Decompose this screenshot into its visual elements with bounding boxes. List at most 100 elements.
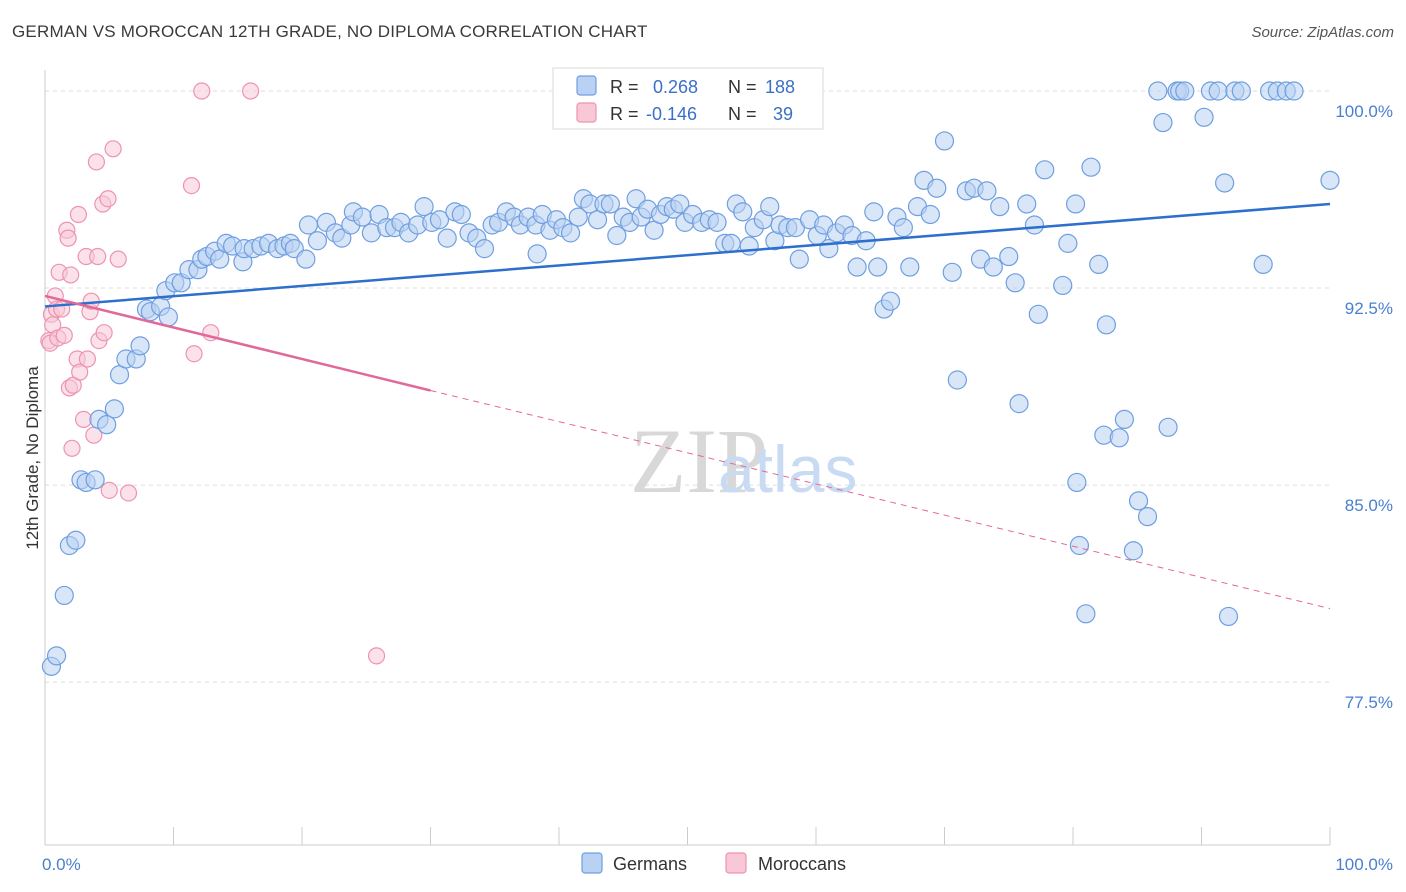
- german-point-162: [1148, 81, 1168, 101]
- tick-labels: 100.0% 92.5% 85.0% 77.5% 0.0% 100.0%: [42, 102, 1393, 874]
- german-point-4: [66, 530, 86, 550]
- german-n-label: N =: [728, 77, 757, 97]
- german-point-158: [1114, 409, 1135, 430]
- legend-germans-label: Germans: [613, 854, 687, 874]
- german-point-7: [85, 470, 105, 490]
- german-point-10: [104, 399, 124, 419]
- german-point-18: [158, 307, 178, 327]
- moroccan-points: [40, 82, 386, 665]
- moroccan-trend-extension: [430, 390, 1331, 610]
- moroccan-point-35: [182, 176, 201, 195]
- german-point-171: [1215, 173, 1235, 193]
- german-point-102: [733, 202, 753, 222]
- german-point-144: [1017, 194, 1037, 214]
- german-point-14: [130, 336, 150, 356]
- german-point-93: [670, 194, 690, 214]
- german-point-145: [1024, 215, 1045, 235]
- x-tick-label-0: 0.0%: [42, 855, 81, 874]
- german-point-98: [707, 212, 727, 232]
- stats-legend: R = 0.268 N = 188 R = -0.146 N = 39: [552, 67, 824, 130]
- german-point-47: [352, 207, 372, 227]
- german-point-163: [1153, 112, 1173, 133]
- german-point-63: [474, 239, 495, 259]
- grid-lines: [45, 90, 1330, 683]
- german-point-111: [789, 249, 809, 269]
- moroccan-r-label: R =: [610, 104, 639, 124]
- german-r-value: 0.268: [653, 77, 698, 97]
- german-point-2: [54, 585, 74, 606]
- german-point-40: [298, 215, 319, 235]
- axes: [44, 70, 1331, 846]
- german-point-9: [97, 415, 117, 435]
- german-point-82: [600, 194, 621, 214]
- german-point-121: [864, 202, 884, 222]
- german-point-55: [414, 197, 434, 217]
- german-point-141: [999, 246, 1019, 267]
- german-point-132: [934, 131, 955, 151]
- moroccan-trend-line: [44, 294, 431, 392]
- stats-legend-box: [552, 67, 824, 130]
- german-point-72: [527, 244, 547, 264]
- german-point-168: [1194, 107, 1214, 127]
- german-point-60: [451, 204, 471, 225]
- german-point-126: [893, 218, 913, 238]
- y-tick-label-0: 100.0%: [1335, 102, 1393, 121]
- watermark-atlas: atlas: [718, 432, 857, 506]
- moroccan-point-31: [100, 481, 118, 499]
- german-point-41: [307, 231, 328, 251]
- german-point-148: [1053, 275, 1073, 296]
- german-point-1: [46, 646, 67, 666]
- german-point-100: [721, 233, 741, 253]
- moroccan-point-14: [63, 439, 81, 457]
- german-point-153: [1081, 157, 1101, 177]
- german-point-181: [1320, 170, 1340, 190]
- moroccan-point-33: [109, 250, 127, 268]
- german-point-142: [1005, 273, 1025, 293]
- german-point-157: [1109, 428, 1129, 448]
- moroccan-point-29: [95, 324, 113, 342]
- german-point-150: [1065, 194, 1086, 214]
- german-point-124: [880, 291, 901, 311]
- moroccan-point-11: [59, 229, 77, 247]
- moroccan-point-21: [78, 350, 97, 368]
- moroccan-point-9: [55, 326, 73, 344]
- german-point-164: [1158, 417, 1178, 437]
- german-point-172: [1218, 606, 1239, 627]
- german-point-147: [1035, 160, 1055, 180]
- german-point-161: [1137, 507, 1158, 527]
- german-point-106: [760, 197, 780, 217]
- moroccan-point-17: [69, 205, 88, 224]
- moroccan-point-40: [367, 647, 386, 665]
- moroccan-point-36: [185, 345, 203, 363]
- german-point-151: [1067, 472, 1087, 493]
- german-point-77: [568, 207, 588, 227]
- german-r-label: R =: [610, 77, 639, 97]
- german-point-149: [1058, 233, 1078, 253]
- german-point-152: [1069, 535, 1090, 556]
- moroccan-point-26: [89, 247, 107, 266]
- german-n-value: 188: [765, 77, 795, 97]
- german-point-134: [947, 370, 967, 390]
- series-legend: Germans Moroccans: [581, 852, 846, 874]
- moroccan-point-37: [193, 82, 211, 100]
- german-point-155: [1096, 315, 1117, 335]
- trend-lines: [44, 202, 1331, 610]
- y-tick-label-3: 77.5%: [1345, 693, 1393, 712]
- moroccan-point-13: [62, 266, 80, 284]
- moroccan-point-18: [71, 363, 89, 381]
- german-point-130: [920, 204, 940, 225]
- legend-moroccans-label: Moroccans: [758, 854, 846, 874]
- x-tick-label-1: 100.0%: [1335, 855, 1393, 874]
- german-point-139: [983, 257, 1003, 277]
- german-point-83: [607, 225, 627, 246]
- german-point-76: [560, 223, 581, 243]
- german-point-57: [429, 210, 450, 230]
- german-point-146: [1028, 304, 1048, 324]
- german-point-44: [332, 228, 352, 248]
- german-point-127: [900, 257, 920, 277]
- german-point-175: [1253, 254, 1273, 275]
- german-point-119: [847, 257, 867, 277]
- german-point-160: [1128, 491, 1149, 511]
- german-point-133: [942, 262, 962, 282]
